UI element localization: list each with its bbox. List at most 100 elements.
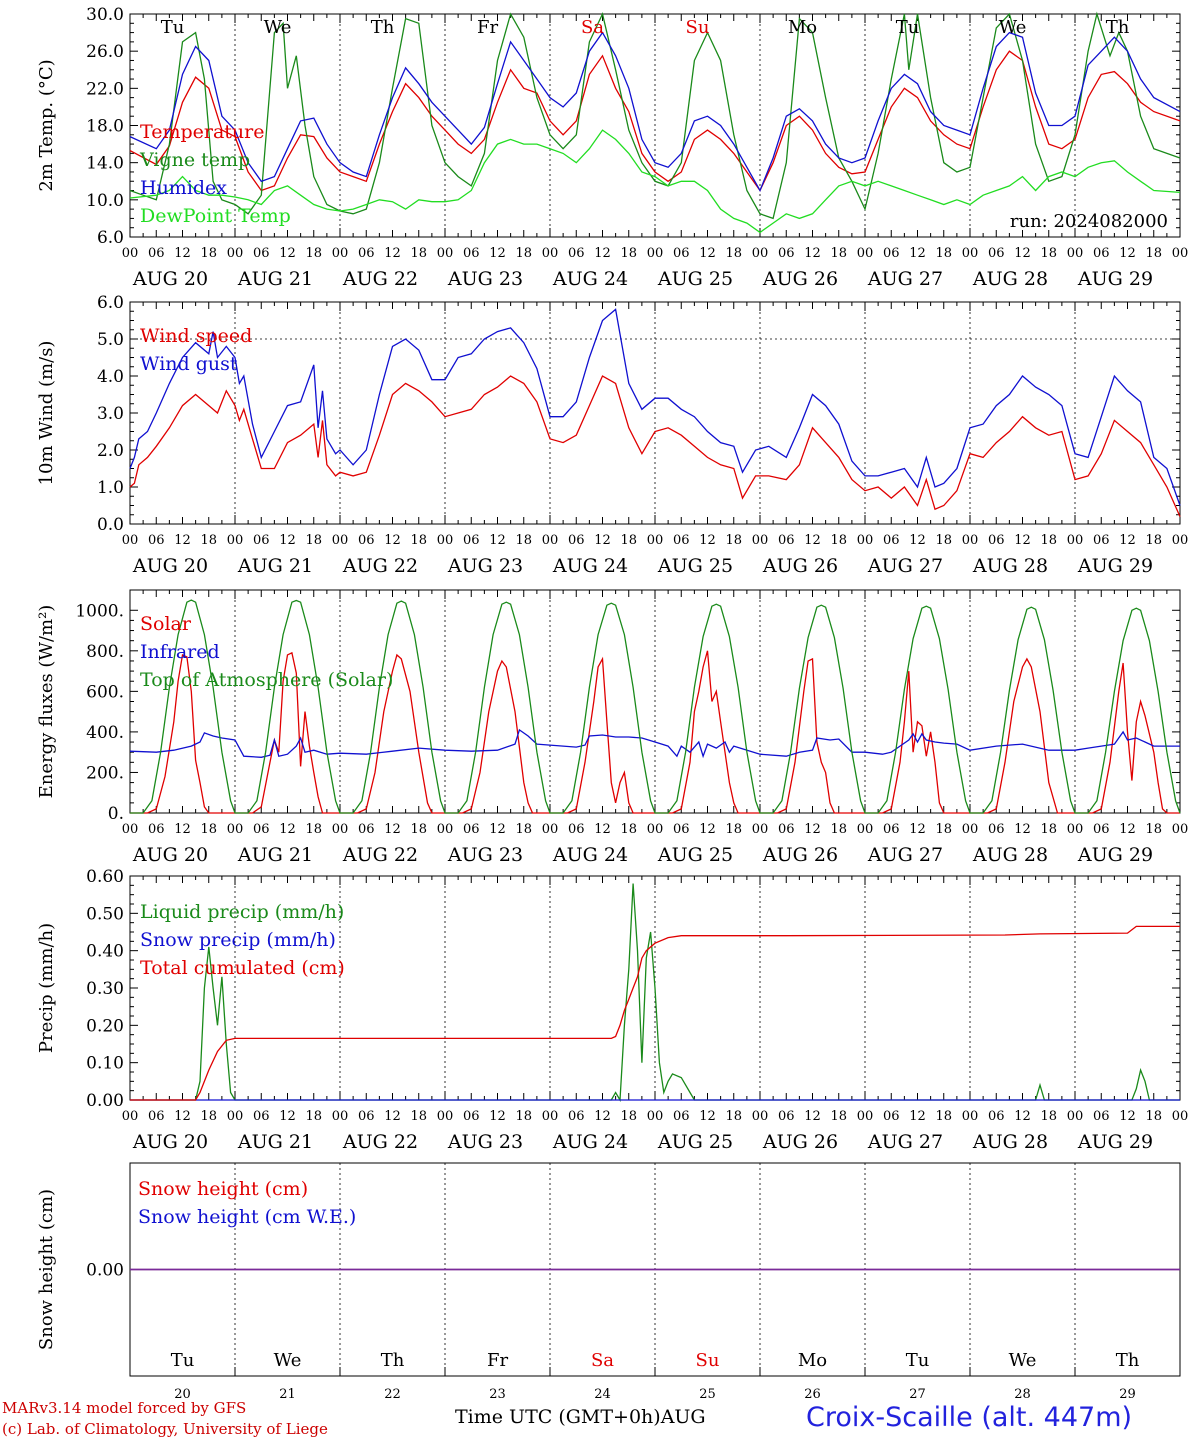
y-tick-label: 0.60 bbox=[86, 867, 124, 887]
run-annotation: run: 2024082000 bbox=[1010, 211, 1168, 232]
y-tick-label: 2.0 bbox=[97, 441, 124, 461]
series-line-4-1 bbox=[130, 883, 1180, 1103]
y-tick-label: 200. bbox=[86, 763, 124, 783]
date-label: AUG 23 bbox=[447, 844, 523, 866]
date-label: AUG 20 bbox=[132, 555, 208, 577]
hour-label: 00 bbox=[752, 246, 769, 261]
date-label: AUG 28 bbox=[972, 268, 1048, 290]
y-axis-label: 2m Temp. (°C) bbox=[36, 59, 57, 191]
hour-label: 06 bbox=[778, 246, 795, 261]
series-line-2-2 bbox=[129, 308, 1181, 506]
y-tick-label: 30.0 bbox=[86, 5, 124, 25]
day-number: 26 bbox=[804, 1387, 821, 1402]
hour-label: 06 bbox=[358, 246, 375, 261]
hour-label: 12 bbox=[909, 1109, 926, 1124]
hour-label: 06 bbox=[883, 822, 900, 837]
hour-label: 00 bbox=[437, 246, 454, 261]
date-label: AUG 22 bbox=[342, 1131, 418, 1153]
y-tick-label: 400. bbox=[86, 723, 124, 743]
hour-label: 18 bbox=[410, 1109, 427, 1124]
hour-label: 00 bbox=[647, 533, 664, 548]
hour-label: 12 bbox=[699, 822, 716, 837]
legend-entry: Temperature bbox=[140, 121, 264, 143]
date-label: AUG 22 bbox=[342, 268, 418, 290]
hour-label: 12 bbox=[489, 246, 506, 261]
day-abbr-top: Tu bbox=[896, 17, 920, 38]
date-label: AUG 26 bbox=[762, 844, 838, 866]
hour-label: 00 bbox=[647, 822, 664, 837]
hour-label: 06 bbox=[988, 1109, 1005, 1124]
hour-label: 06 bbox=[673, 822, 690, 837]
date-label: AUG 21 bbox=[237, 268, 313, 290]
hour-label: 00 bbox=[752, 533, 769, 548]
hour-label: 06 bbox=[883, 1109, 900, 1124]
day-abbr-bottom: Tu bbox=[171, 1350, 195, 1371]
y-tick-label: 0.0 bbox=[97, 515, 124, 535]
hour-label: 18 bbox=[1040, 533, 1057, 548]
day-abbr-bottom: We bbox=[1009, 1350, 1037, 1371]
day-number: 27 bbox=[909, 1387, 926, 1402]
panel-2: 0.0 1.0 2.0 3.0 4.0 5.0 6.0 10m Wind (m/s) 00 06 1… bbox=[36, 293, 1188, 577]
hour-label: 18 bbox=[830, 822, 847, 837]
hour-label: 06 bbox=[988, 533, 1005, 548]
hour-label: 00 bbox=[647, 246, 664, 261]
y-tick-label: 0.30 bbox=[86, 979, 124, 999]
hour-label: 18 bbox=[725, 1109, 742, 1124]
y-axis-label: Snow height (cm) bbox=[36, 1189, 57, 1350]
y-tick-label: 4.0 bbox=[97, 367, 124, 387]
hour-label: 12 bbox=[594, 533, 611, 548]
hour-label: 06 bbox=[463, 822, 480, 837]
hour-label: 00 bbox=[752, 1109, 769, 1124]
hour-label: 18 bbox=[515, 822, 532, 837]
day-number: 22 bbox=[384, 1387, 401, 1402]
day-number: 24 bbox=[594, 1387, 611, 1402]
series-line-3-1 bbox=[130, 650, 1180, 814]
y-axis-label: Energy fluxes (W/m²) bbox=[36, 605, 57, 799]
hour-label: 18 bbox=[1145, 1109, 1162, 1124]
hour-label: 12 bbox=[279, 1109, 296, 1124]
y-tick-label: 6.0 bbox=[97, 228, 124, 248]
hour-label: 06 bbox=[358, 1109, 375, 1124]
date-label: AUG 27 bbox=[867, 555, 943, 577]
hour-label: 12 bbox=[279, 246, 296, 261]
hour-label: 06 bbox=[1093, 533, 1110, 548]
series-line-3-2 bbox=[129, 728, 1180, 759]
hour-label: 00 bbox=[227, 533, 244, 548]
hour-label: 18 bbox=[305, 1109, 322, 1124]
lab-credit: (c) Lab. of Climatology, University of L… bbox=[2, 1420, 328, 1438]
hour-label: 06 bbox=[148, 246, 165, 261]
hour-label: 18 bbox=[830, 533, 847, 548]
legend-entry: DewPoint Temp bbox=[140, 205, 291, 227]
y-axis-label: 10m Wind (m/s) bbox=[36, 341, 57, 486]
hour-label: 12 bbox=[384, 246, 401, 261]
hour-label: 12 bbox=[1119, 822, 1136, 837]
series-line-1-3 bbox=[129, 31, 1181, 192]
hour-label: 00 bbox=[122, 822, 139, 837]
day-abbr-top: Fr bbox=[477, 17, 498, 38]
hour-label: 06 bbox=[148, 1109, 165, 1124]
date-label: AUG 25 bbox=[657, 268, 733, 290]
day-number: 23 bbox=[489, 1387, 506, 1402]
hour-label: 18 bbox=[620, 533, 637, 548]
hour-label: 00 bbox=[227, 246, 244, 261]
y-tick-label: 18.0 bbox=[86, 117, 124, 137]
hour-label: 18 bbox=[725, 246, 742, 261]
hour-label: 06 bbox=[568, 533, 585, 548]
hour-label: 00 bbox=[332, 246, 349, 261]
hour-label: 00 bbox=[1067, 1109, 1084, 1124]
hour-label: 00 bbox=[122, 246, 139, 261]
day-abbr-top: Th bbox=[1106, 17, 1130, 38]
y-tick-label: 0.20 bbox=[86, 1016, 124, 1036]
hour-label: 06 bbox=[778, 533, 795, 548]
hour-label: 06 bbox=[148, 822, 165, 837]
hour-label: 06 bbox=[253, 533, 270, 548]
day-abbr-bottom: Tu bbox=[906, 1350, 930, 1371]
date-label: AUG 28 bbox=[972, 1131, 1048, 1153]
legend-entry: Snow precip (mm/h) bbox=[140, 929, 336, 951]
y-tick-label: 1000. bbox=[75, 601, 124, 621]
date-label: AUG 27 bbox=[867, 268, 943, 290]
y-tick-label: 800. bbox=[86, 642, 124, 662]
panel-3: 0. 200. 400. 600. 800. 1000. Energy fluxes (W/… bbox=[36, 589, 1188, 866]
y-tick-label: 14.0 bbox=[86, 154, 124, 174]
